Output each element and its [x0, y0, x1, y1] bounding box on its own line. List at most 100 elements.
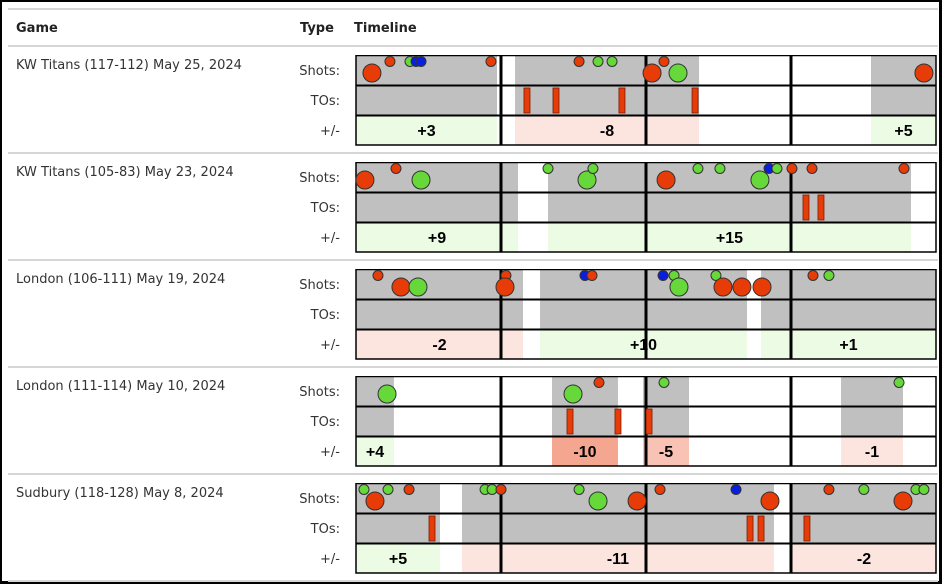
column-header-game: Game	[16, 21, 58, 36]
timeline-chart: +3 -8 +5	[354, 55, 937, 146]
turnover-marker	[757, 515, 765, 542]
shot-marker-green	[382, 484, 394, 495]
shot-marker-red	[495, 484, 507, 495]
stint-bar-shots	[841, 377, 904, 406]
shot-marker-red	[732, 277, 752, 297]
row-divider	[8, 473, 938, 475]
plusminus-segment	[540, 330, 748, 359]
shot-marker-red	[713, 277, 733, 297]
game-title[interactable]: London (111-114) May 10, 2024	[16, 379, 226, 394]
timeline-chart: -2 +10 +1	[354, 269, 937, 360]
shot-marker-green	[858, 484, 870, 495]
shot-marker-red	[586, 270, 598, 281]
row-label-tos: TOs:	[310, 415, 340, 430]
row-label-plusminus: +/-	[320, 124, 340, 139]
plusminus-value: -1	[865, 444, 879, 461]
game-title[interactable]: London (106-111) May 19, 2024	[16, 272, 226, 287]
stint-bar-tos	[540, 300, 748, 329]
plusminus-segment	[356, 437, 394, 466]
plusminus-segment	[515, 116, 700, 145]
row-label-shots: Shots:	[299, 385, 340, 400]
plusminus-segment	[356, 223, 519, 252]
shot-marker-green	[714, 163, 726, 174]
shot-marker-green	[408, 277, 428, 297]
plusminus-segment	[642, 437, 690, 466]
timeline-svg: +9 +15	[355, 162, 937, 253]
shot-marker-red	[384, 56, 396, 67]
shot-marker-green	[573, 484, 585, 495]
timeline-chart: +5 -11 -2	[354, 483, 937, 574]
plusminus-value: -2	[857, 551, 871, 568]
plusminus-value: -5	[659, 444, 673, 461]
timeline-chart: +9 +15	[354, 162, 937, 253]
plusminus-value: +4	[366, 444, 384, 461]
shot-marker-green	[411, 170, 431, 190]
turnover-marker	[803, 515, 811, 542]
plusminus-value: -8	[600, 123, 614, 140]
plusminus-value: -10	[573, 444, 596, 461]
shot-marker-red	[391, 277, 411, 297]
shot-marker-red	[807, 270, 819, 281]
stint-bar-tos	[356, 407, 394, 436]
stint-bar-tos	[548, 193, 911, 222]
turnover-marker	[645, 408, 653, 435]
row-divider	[8, 259, 938, 261]
stint-bar-tos	[515, 86, 700, 115]
row-label-plusminus: +/-	[320, 445, 340, 460]
plusminus-segment	[870, 116, 936, 145]
game-title[interactable]: KW Titans (117-112) May 25, 2024	[16, 58, 242, 73]
plusminus-value: -2	[432, 337, 446, 354]
game-title[interactable]: KW Titans (105-83) May 23, 2024	[16, 165, 234, 180]
row-label-shots: Shots:	[299, 171, 340, 186]
plusminus-value: +5	[894, 123, 912, 140]
column-header-type: Type	[300, 21, 334, 36]
shot-marker-red	[573, 56, 585, 67]
row-label-tos: TOs:	[310, 94, 340, 109]
shot-marker-red	[485, 56, 497, 67]
stint-bar-tos	[356, 514, 440, 543]
stint-bar-shots	[548, 163, 911, 192]
row-divider	[8, 580, 938, 582]
row-label-plusminus: +/-	[320, 552, 340, 567]
shot-marker-blue	[415, 56, 427, 67]
shot-marker-red	[365, 491, 385, 511]
shot-marker-green	[587, 163, 599, 174]
stint-bar-shots	[356, 163, 519, 192]
stint-bar-shots	[761, 270, 936, 299]
shot-marker-red	[642, 63, 662, 83]
timeline-svg: +5 -11 -2	[355, 483, 937, 574]
shot-marker-green	[893, 377, 905, 388]
plusminus-segment	[356, 116, 498, 145]
stint-bar-shots	[461, 484, 774, 513]
turnover-marker	[817, 194, 825, 221]
column-header-timeline: Timeline	[354, 21, 417, 36]
shot-marker-green	[377, 384, 397, 404]
row-label-shots: Shots:	[299, 492, 340, 507]
shot-marker-red	[656, 170, 676, 190]
plusminus-value: +3	[417, 123, 435, 140]
shot-marker-red	[786, 163, 798, 174]
shot-marker-red	[898, 163, 910, 174]
shot-marker-red	[495, 277, 515, 297]
row-label-tos: TOs:	[310, 522, 340, 537]
shot-marker-blue	[730, 484, 742, 495]
timeline-svg: -2 +10 +1	[355, 269, 937, 360]
game-title[interactable]: Sudbury (118-128) May 8, 2024	[16, 486, 224, 501]
shot-marker-red	[752, 277, 772, 297]
timeline-chart: +4 -10 -5 -1	[354, 376, 937, 467]
stint-bar-tos	[356, 86, 498, 115]
shot-marker-red	[658, 56, 670, 67]
shot-marker-green	[669, 277, 689, 297]
shot-marker-green	[918, 484, 930, 495]
shot-marker-red	[627, 491, 647, 511]
shot-marker-red	[390, 163, 402, 174]
stint-bar-shots	[356, 270, 523, 299]
plusminus-segment	[548, 223, 911, 252]
plusminus-segment	[461, 544, 774, 573]
turnover-marker	[746, 515, 754, 542]
shot-marker-red	[593, 377, 605, 388]
stint-bar-tos	[356, 193, 519, 222]
row-label-shots: Shots:	[299, 278, 340, 293]
shot-marker-red	[806, 163, 818, 174]
